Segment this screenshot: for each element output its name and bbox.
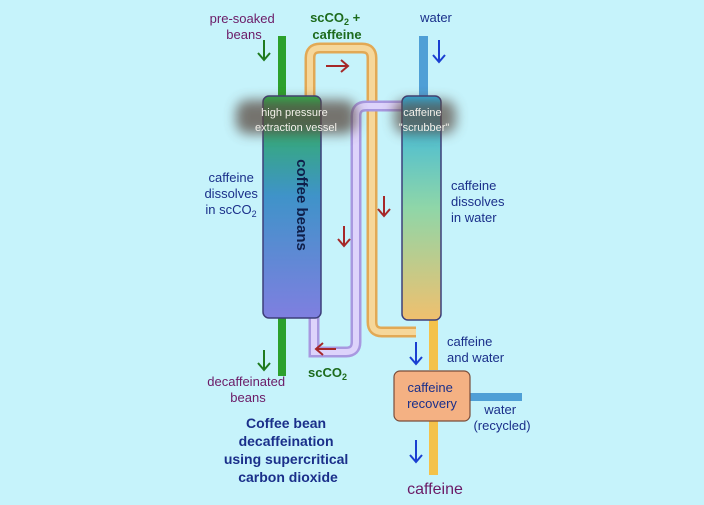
dissolves-co2-label-3: in scCO2 xyxy=(205,202,256,219)
scrubber-label-2: "scrubber" xyxy=(399,122,450,134)
caption-line-2: decaffeination xyxy=(239,433,334,449)
water-recycled-label: water xyxy=(483,402,516,417)
svg-text:caffeine recovery: caffeine recovery xyxy=(407,380,457,411)
water-in-arrow-icon xyxy=(432,40,446,64)
caffeine-water-arrow-icon xyxy=(409,342,423,366)
extraction-vessel xyxy=(262,95,322,319)
high-pressure-label: high pressure xyxy=(261,107,328,119)
caffeine-outlet-pipe xyxy=(429,420,438,475)
return-flow-left-arrow-icon xyxy=(314,342,336,356)
bean-feed-rod-bottom xyxy=(278,314,286,376)
dissolves-co2-label: caffeine xyxy=(209,170,254,185)
svg-text:Coffee bean decaffeination: Coffee bean decaffeination using supercr… xyxy=(224,415,352,485)
decaf-label-2: beans xyxy=(230,390,266,405)
dissolves-water-label-3: in water xyxy=(451,210,497,225)
high-pressure-label-glow xyxy=(236,100,356,134)
caffeine-recovery-box xyxy=(393,370,471,422)
recovery-label-2: recovery xyxy=(407,396,457,411)
bean-in-arrow-icon xyxy=(257,40,271,62)
scco2-return-label: scCO2 xyxy=(308,365,347,382)
pre-soaked-label: pre-soaked xyxy=(210,11,275,26)
scrubber-label: caffeine xyxy=(403,107,441,119)
svg-text:pre-soaked beans: pre-soaked beans xyxy=(210,11,279,42)
svg-text:high pressure extraction v: high pressure extraction vessel xyxy=(255,107,337,134)
caffeine-scrubber xyxy=(401,95,442,321)
return-flow-down-arrow-icon xyxy=(337,226,351,248)
svg-text:caffeine "scrubber": caffeine "scrubber" xyxy=(399,107,450,134)
dissolves-water-label: caffeine xyxy=(451,178,496,193)
co2-flow-down-arrow-icon xyxy=(377,196,391,218)
caffeine-and-water-label-2: and water xyxy=(447,350,505,365)
caffeine-and-water-label: caffeine xyxy=(447,334,492,349)
svg-text:caffeine dissolves in: caffeine dissolves in water xyxy=(451,178,508,225)
pre-soaked-label-2: beans xyxy=(226,27,262,42)
svg-text:decaffeinated beans: decaffeinated beans xyxy=(207,374,288,405)
dissolves-water-label-2: dissolves xyxy=(451,194,505,209)
water-recycled-label-2: (recycled) xyxy=(473,418,530,433)
caption-line-3: using supercritical xyxy=(224,451,348,467)
dissolves-co2-label-2: dissolves xyxy=(204,186,258,201)
svg-text:caffeine and water: caffeine and water xyxy=(447,334,505,365)
svg-text:water (recycled): water (recycled) xyxy=(473,402,530,433)
caption-line-1: Coffee bean xyxy=(246,415,326,431)
scrubber-label-glow xyxy=(394,100,456,134)
scco2-caffeine-label: scCO2 + xyxy=(310,10,361,27)
bean-feed-rod-top xyxy=(278,36,286,98)
water-caffeine-pipe xyxy=(429,318,438,370)
decaf-label: decaffeinated xyxy=(207,374,285,389)
recycled-water-pipe xyxy=(470,393,522,401)
bean-out-arrow-icon xyxy=(257,350,271,372)
high-pressure-label-2: extraction vessel xyxy=(255,122,337,134)
co2-flow-right-arrow-icon xyxy=(326,59,350,73)
caffeine-out-label: caffeine xyxy=(407,481,463,498)
caption-line-4: carbon dioxide xyxy=(238,469,338,485)
water-inlet-pipe xyxy=(419,36,428,98)
co2-caffeine-pipe xyxy=(304,42,416,338)
caffeine-out-arrow-icon xyxy=(409,440,423,464)
svg-text:scCO2 + caffeine: scCO2 + caffeine xyxy=(310,10,364,42)
scco2-caffeine-label-2: caffeine xyxy=(312,27,361,42)
water-in-label: water xyxy=(419,10,452,25)
coffee-beans-label: coffee beans xyxy=(293,159,310,251)
recovery-label: caffeine xyxy=(408,380,453,395)
svg-text:caffeine dissolves in: caffeine dissolves in scCO2 xyxy=(204,170,261,219)
